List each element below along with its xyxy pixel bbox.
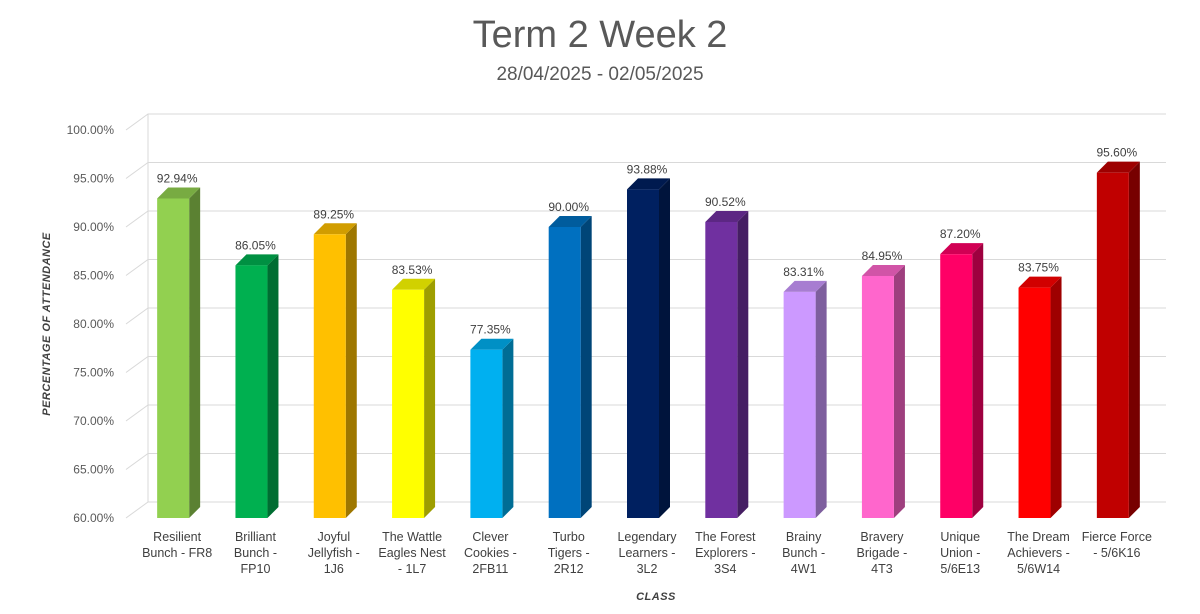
data-label: 90.52% bbox=[705, 195, 746, 209]
x-axis-categories: Resilient Bunch - FR8 Brilliant Bunch -FP10… bbox=[142, 530, 1152, 576]
bar bbox=[392, 278, 436, 518]
y-tick-label: 90.00% bbox=[73, 220, 114, 234]
chart-title: Term 2 Week 2 bbox=[472, 14, 728, 56]
y-tick-label: 85.00% bbox=[73, 269, 114, 283]
x-category-label: Unique Union -5/6E13 bbox=[940, 530, 980, 576]
bar bbox=[1018, 276, 1062, 518]
data-label: 83.75% bbox=[1018, 261, 1059, 275]
data-label: 84.95% bbox=[862, 249, 903, 263]
x-category-label: Clever Cookies -2FB11 bbox=[464, 530, 517, 576]
y-tick-label: 95.00% bbox=[73, 172, 114, 186]
x-category-label: The Wattle Eagles Nest - 1L7 bbox=[378, 530, 446, 576]
data-label: 90.00% bbox=[548, 200, 589, 214]
x-category-label: The Dream Achievers -5/6W14 bbox=[1007, 530, 1070, 576]
x-category-label: Bravery Brigade -4T3 bbox=[857, 530, 908, 576]
x-category-label: Fierce Force - 5/6K16 bbox=[1082, 530, 1152, 560]
bar bbox=[705, 210, 749, 518]
y-tick-label: 65.00% bbox=[73, 463, 114, 477]
x-category-label: Resilient Bunch - FR8 bbox=[142, 530, 212, 560]
data-label: 93.88% bbox=[627, 162, 668, 176]
y-tick-label: 80.00% bbox=[73, 317, 114, 331]
bar bbox=[235, 254, 279, 518]
x-category-label: Brainy Bunch -4W1 bbox=[782, 530, 825, 576]
data-labels: 92.94% 86.05% 89.25% 83.53% 77.35% 90.00% 93.8… bbox=[157, 146, 1138, 337]
bar bbox=[861, 264, 905, 518]
data-label: 92.94% bbox=[157, 171, 198, 185]
x-category-label: Turbo Tigers -2R12 bbox=[548, 530, 590, 576]
data-label: 95.60% bbox=[1096, 146, 1137, 160]
y-tick-label: 75.00% bbox=[73, 366, 114, 380]
y-tick-label: 100.00% bbox=[67, 123, 115, 137]
bar bbox=[157, 187, 201, 518]
data-label: 83.31% bbox=[783, 265, 824, 279]
y-tick-label: 70.00% bbox=[73, 414, 114, 428]
x-category-label: Brilliant Bunch -FP10 bbox=[234, 530, 277, 576]
data-label: 89.25% bbox=[313, 207, 354, 221]
chart-subtitle: 28/04/2025 - 02/05/2025 bbox=[496, 64, 704, 85]
data-label: 87.20% bbox=[940, 227, 981, 241]
data-label: 86.05% bbox=[235, 238, 276, 252]
x-axis-title: CLASS bbox=[636, 591, 676, 603]
data-label: 83.53% bbox=[392, 263, 433, 277]
y-axis-ticks: 60.00% 65.00% 70.00% 75.00% 80.00% 85.00% 90.0… bbox=[67, 123, 115, 525]
bars bbox=[157, 161, 1140, 518]
bar bbox=[548, 216, 592, 518]
bar bbox=[627, 178, 670, 518]
x-category-label: The Forest Explorers -3S4 bbox=[695, 530, 756, 576]
bar bbox=[940, 243, 984, 518]
bar bbox=[470, 338, 514, 518]
y-tick-label: 60.00% bbox=[73, 511, 114, 525]
bar bbox=[313, 223, 357, 518]
y-axis-title: PERCENTAGE OF ATTENDANCE bbox=[41, 232, 53, 416]
bar bbox=[1096, 161, 1140, 518]
bar bbox=[783, 280, 827, 518]
gridline bbox=[125, 113, 1166, 131]
gridlines bbox=[125, 113, 1166, 519]
x-category-label: Joyful Jellyfish -1J6 bbox=[308, 530, 360, 576]
data-label: 77.35% bbox=[470, 323, 511, 337]
x-category-label: Legendary Learners -3L2 bbox=[617, 530, 677, 576]
